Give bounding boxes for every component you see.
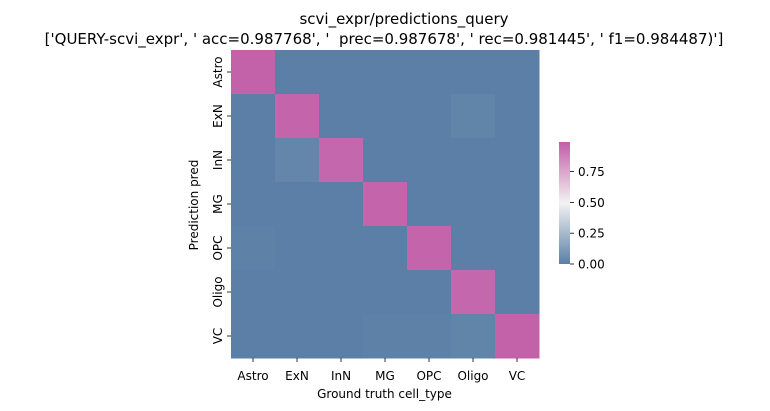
heatmap-cell-VC-Oligo xyxy=(451,314,496,359)
heatmap-cell-MG-MG xyxy=(363,182,408,227)
x-axis-ticks: Astro ExN InN MG OPC Oligo VC xyxy=(237,358,525,383)
x-tick-label: ExN xyxy=(285,369,309,383)
heatmap-cell-OPC-MG xyxy=(363,226,408,271)
heatmap-cell-Astro-ExN xyxy=(275,50,320,95)
heatmap-cell-Oligo-MG xyxy=(363,270,408,315)
heatmap-cell-OPC-Oligo xyxy=(451,226,496,271)
x-tick-label: MG xyxy=(375,369,395,383)
chart-subtitle: ['QUERY-scvi_expr', ' acc=0.987768', ' p… xyxy=(45,30,724,49)
heatmap-cell-MG-Oligo xyxy=(451,182,496,227)
heatmap-cell-InN-ExN xyxy=(275,138,320,183)
heatmap-cell-MG-InN xyxy=(319,182,364,227)
heatmap-cell-VC-InN xyxy=(319,314,364,359)
heatmap-cell-InN-InN xyxy=(319,138,364,183)
heatmap-cell-ExN-Oligo xyxy=(451,94,496,139)
x-tick-label: Oligo xyxy=(457,369,488,383)
heatmap-cell-Astro-Astro xyxy=(231,50,276,95)
y-axis-ticks: Astro ExN InN MG OPC Oligo VC xyxy=(211,56,231,344)
heatmap-cell-Oligo-Astro xyxy=(231,270,276,315)
heatmap-cell-OPC-InN xyxy=(319,226,364,271)
x-tick-label: InN xyxy=(331,369,351,383)
heatmap-cell-OPC-ExN xyxy=(275,226,320,271)
x-axis-label: Ground truth cell_type xyxy=(317,387,452,401)
heatmap-cell-VC-Astro xyxy=(231,314,276,359)
x-tick-label: Astro xyxy=(237,369,268,383)
heatmap-cell-Oligo-VC xyxy=(495,270,540,315)
heatmap-cell-VC-OPC xyxy=(407,314,452,359)
heatmap-cells xyxy=(231,50,540,359)
heatmap-cell-ExN-Astro xyxy=(231,94,276,139)
colorbar-tick-label: 0.00 xyxy=(578,258,605,272)
heatmap-cell-Oligo-Oligo xyxy=(451,270,496,315)
heatmap-cell-Astro-OPC xyxy=(407,50,452,95)
heatmap-cell-MG-VC xyxy=(495,182,540,227)
heatmap-cell-Astro-MG xyxy=(363,50,408,95)
chart-title: scvi_expr/predictions_query xyxy=(299,10,508,29)
heatmap-cell-OPC-VC xyxy=(495,226,540,271)
y-tick-label: Astro xyxy=(211,56,225,87)
y-tick-label: ExN xyxy=(211,104,225,128)
heatmap-cell-Oligo-ExN xyxy=(275,270,320,315)
x-tick-label: VC xyxy=(509,369,526,383)
colorbar-tick-label: 0.50 xyxy=(578,196,605,210)
y-axis-label: Prediction pred xyxy=(187,160,201,251)
heatmap-cell-Oligo-OPC xyxy=(407,270,452,315)
heatmap-cell-ExN-InN xyxy=(319,94,364,139)
colorbar-tick-label: 0.75 xyxy=(578,165,605,179)
colorbar-ticks: 0.00 0.25 0.50 0.75 xyxy=(570,165,605,272)
heatmap-cell-InN-VC xyxy=(495,138,540,183)
heatmap-cell-MG-OPC xyxy=(407,182,452,227)
y-tick-label: VC xyxy=(211,328,225,345)
heatmap-cell-MG-Astro xyxy=(231,182,276,227)
colorbar-tick-label: 0.25 xyxy=(578,227,605,241)
heatmap-cell-VC-VC xyxy=(495,314,540,359)
heatmap-cell-InN-Astro xyxy=(231,138,276,183)
y-tick-label: OPC xyxy=(211,235,225,260)
x-tick-label: OPC xyxy=(416,369,441,383)
heatmap-cell-VC-MG xyxy=(363,314,408,359)
heatmap-cell-OPC-Astro xyxy=(231,226,276,271)
heatmap-cell-InN-MG xyxy=(363,138,408,183)
heatmap-cell-ExN-MG xyxy=(363,94,408,139)
heatmap-cell-OPC-OPC xyxy=(407,226,452,271)
heatmap-cell-MG-ExN xyxy=(275,182,320,227)
y-tick-label: Oligo xyxy=(211,276,225,307)
heatmap-cell-Astro-Oligo xyxy=(451,50,496,95)
heatmap-cell-InN-Oligo xyxy=(451,138,496,183)
y-tick-label: MG xyxy=(211,194,225,214)
heatmap-cell-VC-ExN xyxy=(275,314,320,359)
heatmap-cell-Astro-InN xyxy=(319,50,364,95)
heatmap-cell-Oligo-InN xyxy=(319,270,364,315)
heatmap-cell-ExN-ExN xyxy=(275,94,320,139)
heatmap-cell-Astro-VC xyxy=(495,50,540,95)
heatmap-cell-ExN-OPC xyxy=(407,94,452,139)
heatmap-cell-ExN-VC xyxy=(495,94,540,139)
y-tick-label: InN xyxy=(211,150,225,170)
heatmap-cell-InN-OPC xyxy=(407,138,452,183)
colorbar xyxy=(559,142,570,264)
